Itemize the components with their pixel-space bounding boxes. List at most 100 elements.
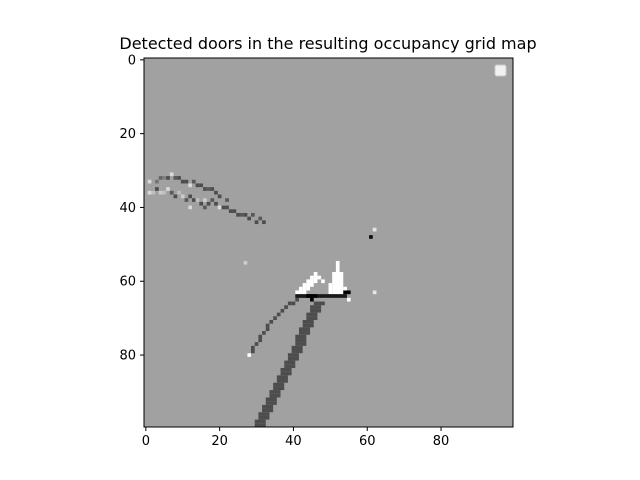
grid-cell (199, 201, 204, 206)
grid-cell (214, 201, 218, 206)
y-tick-label: 40 (119, 201, 136, 216)
grid-cell (177, 190, 181, 195)
grid-cell (177, 176, 181, 180)
door-region-cell (321, 279, 325, 284)
door-region-cell (298, 286, 303, 295)
wall-strip-0-cell (276, 312, 281, 317)
grid-cell (228, 209, 233, 213)
wall-strip-1-cell (310, 308, 322, 313)
door-region-cell (335, 260, 340, 273)
grid-cell (262, 220, 266, 225)
grid-cell (155, 179, 159, 184)
grid-cell (151, 190, 156, 195)
wall-strip-1-cell (269, 390, 281, 394)
wall-strip-1-cell (276, 379, 288, 383)
grid-cell (203, 205, 207, 210)
wall-strip-1-cell (265, 401, 277, 405)
wall-strip-0-cell (254, 342, 259, 346)
wall-strip-1-cell (310, 305, 322, 309)
y-tick-label: 80 (119, 349, 136, 364)
grid-cell (243, 212, 248, 217)
x-tick-label: 60 (359, 434, 376, 449)
wall-strip-1-cell (258, 412, 270, 416)
wall-strip-0-cell (251, 349, 255, 354)
wall-strip-1-cell (291, 345, 303, 350)
wall-strip-0-cell (262, 331, 266, 335)
grid-cell (214, 190, 218, 195)
grid-cell (232, 209, 237, 213)
wall-strip-0-cell (258, 338, 263, 343)
wall-strip-1-cell (269, 393, 281, 398)
grid-cell (191, 179, 196, 184)
wall-strip-1-cell (262, 408, 274, 413)
occupied-cell (310, 297, 314, 302)
grid-cell (225, 205, 229, 210)
wall-strip-1-cell (284, 364, 296, 368)
wall-strip-1-cell (280, 367, 292, 372)
grid-cell (180, 179, 185, 184)
grid-cell (162, 176, 167, 180)
x-tick-label: 0 (142, 434, 150, 449)
grid-cell (173, 194, 178, 199)
grid-cell (166, 176, 170, 180)
wall-strip-0-cell (280, 308, 285, 313)
wall-strip-0-cell (265, 327, 270, 332)
wall-strip-0-cell (287, 301, 292, 306)
wall-strip-1-cell (298, 327, 311, 332)
x-tick-label: 20 (211, 434, 228, 449)
wall-strip-1-cell (273, 382, 285, 387)
grid-cell (217, 194, 222, 199)
x-tick-label: 40 (285, 434, 302, 449)
wall-strip-1-cell (295, 334, 307, 339)
wall-strip-1-cell (306, 316, 318, 320)
chart-title: Detected doors in the resulting occupanc… (119, 34, 536, 53)
wall-strip-1-cell (306, 312, 318, 317)
wall-strip-0-cell (265, 323, 270, 328)
wall-strip-0-cell (291, 301, 296, 306)
grid-cell (195, 183, 200, 188)
door-region-cell (317, 275, 322, 280)
x-tick-label: 80 (433, 434, 450, 449)
wall-strip-1-cell (254, 419, 266, 424)
grid-cell (199, 183, 204, 188)
door-region-cell (302, 283, 307, 295)
wall-strip-0-cell (251, 345, 255, 350)
y-tick-label: 60 (119, 275, 136, 290)
grid-cell (372, 227, 377, 232)
grid-cell (195, 198, 200, 202)
wall-strip-0-cell (269, 319, 274, 324)
grid-cell (254, 220, 259, 225)
y-tick-label: 0 (128, 53, 136, 68)
wall-strip-1-cell (273, 386, 285, 391)
plot-area (143, 57, 514, 428)
grid-cell (191, 198, 196, 202)
grid-cell (173, 176, 178, 180)
grid-cell (184, 179, 189, 184)
occupied-cell (306, 294, 318, 298)
grid-cell (147, 190, 152, 195)
map-background (144, 58, 513, 427)
wall-strip-0-cell (273, 316, 277, 320)
grid-cell (225, 198, 229, 202)
wall-strip-1-cell (298, 331, 311, 335)
grid-cell (258, 216, 263, 221)
x-axis: 0 20 40 60 80 (142, 427, 450, 449)
grid-cell (236, 212, 240, 217)
grid-cell (188, 205, 192, 210)
wall-strip-1-cell (302, 319, 314, 324)
grid-cell (169, 172, 174, 177)
wall-strip-1-cell (254, 423, 266, 427)
grid-cell (243, 260, 248, 265)
grid-cell (239, 212, 244, 217)
grid-cell (221, 205, 226, 210)
grid-cell (188, 183, 192, 188)
grid-cell (147, 179, 152, 184)
grid-cell (210, 198, 215, 202)
grid-cell (203, 198, 207, 202)
grid-cell (251, 212, 255, 217)
wall-strip-1-cell (262, 404, 274, 409)
wall-strip-0-cell (295, 297, 299, 302)
grid-cell (158, 176, 163, 180)
